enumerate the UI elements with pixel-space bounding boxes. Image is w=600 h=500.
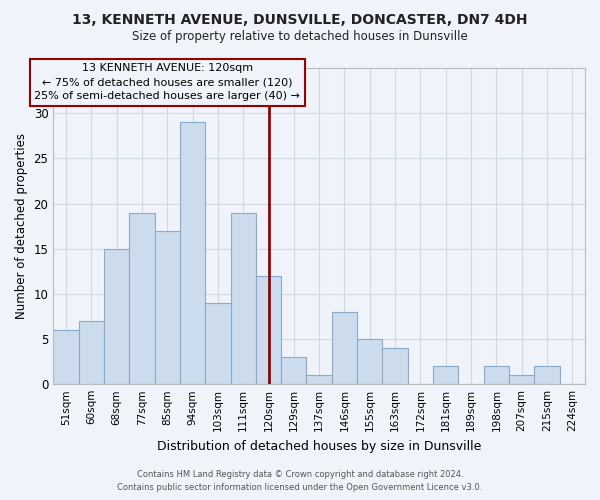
X-axis label: Distribution of detached houses by size in Dunsville: Distribution of detached houses by size … [157,440,481,452]
Text: Contains HM Land Registry data © Crown copyright and database right 2024.
Contai: Contains HM Land Registry data © Crown c… [118,470,482,492]
Bar [382,348,408,384]
Bar [281,357,307,384]
Text: 13 KENNETH AVENUE: 120sqm
← 75% of detached houses are smaller (120)
25% of semi: 13 KENNETH AVENUE: 120sqm ← 75% of detac… [34,64,300,102]
Bar [53,330,79,384]
Text: 13, KENNETH AVENUE, DUNSVILLE, DONCASTER, DN7 4DH: 13, KENNETH AVENUE, DUNSVILLE, DONCASTER… [72,12,528,26]
Bar [484,366,509,384]
Bar [104,248,129,384]
Bar [509,375,535,384]
Bar [357,339,382,384]
Bar [129,212,155,384]
Bar [535,366,560,384]
Bar [79,321,104,384]
Bar [256,276,281,384]
Bar [205,303,230,384]
Bar [433,366,458,384]
Bar [230,212,256,384]
Bar [307,375,332,384]
Bar [180,122,205,384]
Y-axis label: Number of detached properties: Number of detached properties [15,133,28,319]
Text: Size of property relative to detached houses in Dunsville: Size of property relative to detached ho… [132,30,468,43]
Bar [155,230,180,384]
Bar [332,312,357,384]
